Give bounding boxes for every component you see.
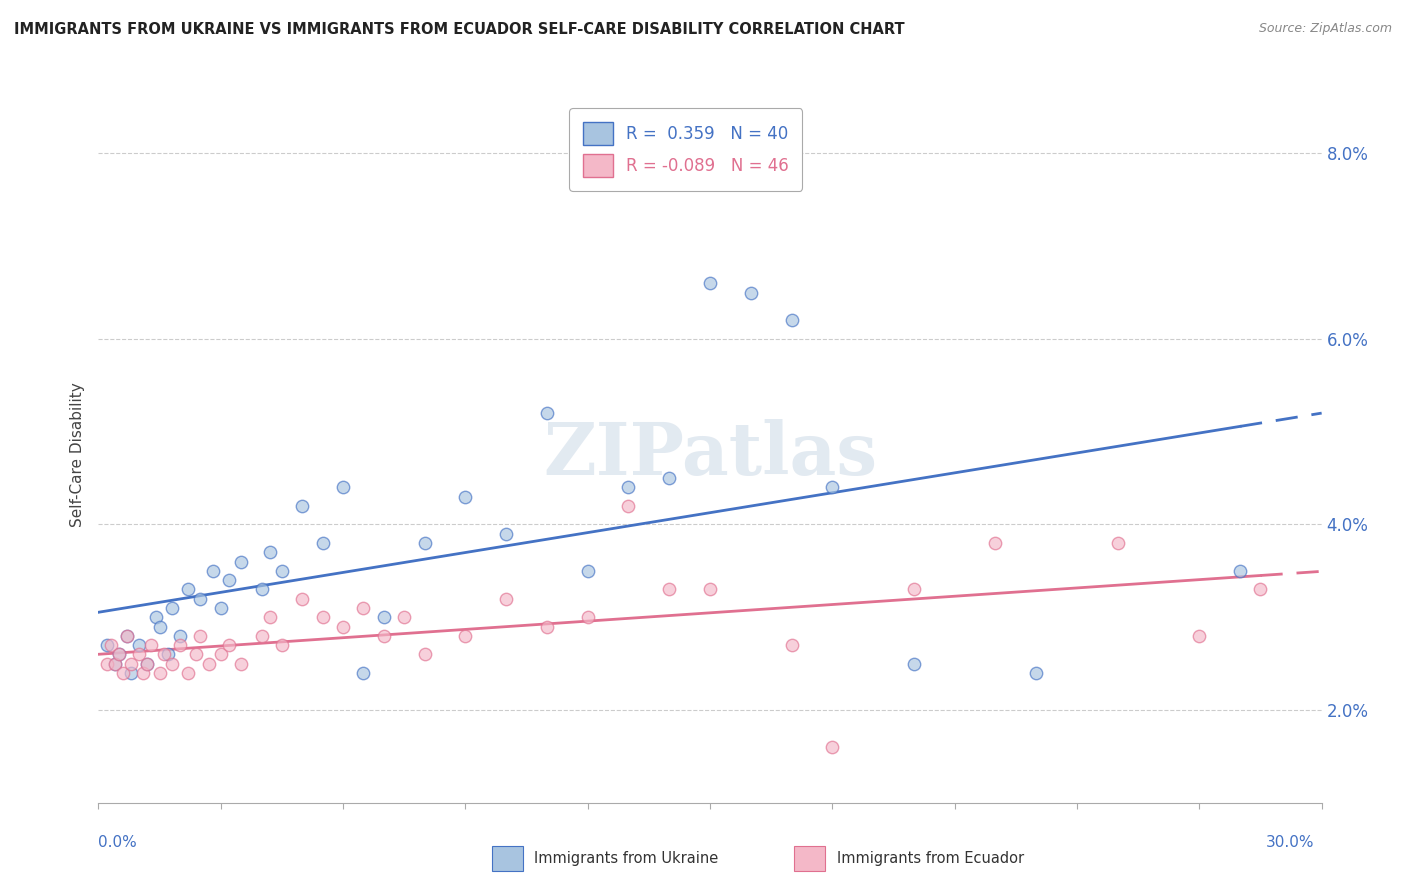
Text: Source: ZipAtlas.com: Source: ZipAtlas.com	[1258, 22, 1392, 36]
Point	[291, 591, 314, 606]
Point	[454, 490, 477, 504]
Point	[104, 657, 127, 671]
Point	[536, 619, 558, 633]
Point	[136, 657, 159, 671]
Point	[270, 638, 294, 652]
Point	[218, 573, 240, 587]
Point	[576, 610, 599, 624]
Point	[454, 629, 477, 643]
Point	[291, 499, 314, 513]
Point	[984, 536, 1007, 550]
Point	[218, 638, 240, 652]
Point	[115, 629, 138, 643]
Point	[259, 610, 281, 624]
Point	[96, 638, 118, 652]
Point	[169, 629, 191, 643]
Point	[231, 555, 253, 569]
Point	[152, 648, 174, 662]
Point	[352, 665, 374, 680]
Point	[332, 619, 354, 633]
Text: ZIPatlas: ZIPatlas	[543, 419, 877, 491]
Text: Immigrants from Ecuador: Immigrants from Ecuador	[837, 851, 1024, 865]
Point	[96, 657, 118, 671]
Point	[352, 601, 374, 615]
Point	[145, 610, 167, 624]
Point	[740, 285, 762, 300]
Legend: R =  0.359   N = 40, R = -0.089   N = 46: R = 0.359 N = 40, R = -0.089 N = 46	[569, 109, 801, 191]
Point	[699, 582, 721, 597]
Point	[177, 582, 200, 597]
Point	[413, 648, 436, 662]
Point	[373, 629, 395, 643]
Point	[177, 665, 200, 680]
Point	[141, 638, 163, 652]
Point	[186, 648, 208, 662]
Text: 30.0%: 30.0%	[1267, 836, 1315, 850]
Y-axis label: Self-Care Disability: Self-Care Disability	[69, 383, 84, 527]
Point	[780, 313, 803, 327]
Point	[332, 480, 354, 494]
Point	[197, 657, 219, 671]
Point	[209, 648, 232, 662]
Point	[231, 657, 253, 671]
Point	[149, 619, 172, 633]
Point	[111, 665, 134, 680]
Point	[903, 657, 925, 671]
Point	[108, 648, 131, 662]
Point	[188, 629, 212, 643]
Point	[100, 638, 122, 652]
Point	[188, 591, 212, 606]
Point	[120, 657, 142, 671]
Point	[259, 545, 281, 559]
Point	[209, 601, 232, 615]
Text: Immigrants from Ukraine: Immigrants from Ukraine	[534, 851, 718, 865]
Point	[115, 629, 138, 643]
Point	[617, 499, 640, 513]
Point	[160, 601, 183, 615]
Point	[270, 564, 294, 578]
Point	[128, 638, 150, 652]
Point	[780, 638, 803, 652]
Point	[699, 277, 721, 291]
Point	[250, 629, 273, 643]
Text: IMMIGRANTS FROM UKRAINE VS IMMIGRANTS FROM ECUADOR SELF-CARE DISABILITY CORRELAT: IMMIGRANTS FROM UKRAINE VS IMMIGRANTS FR…	[14, 22, 904, 37]
Point	[1188, 629, 1211, 643]
Point	[128, 648, 150, 662]
Point	[903, 582, 925, 597]
Point	[658, 582, 681, 597]
Point	[576, 564, 599, 578]
Point	[250, 582, 273, 597]
Point	[160, 657, 183, 671]
Point	[149, 665, 172, 680]
Point	[201, 564, 224, 578]
Point	[413, 536, 436, 550]
Point	[1107, 536, 1129, 550]
Point	[132, 665, 155, 680]
Point	[536, 406, 558, 420]
Point	[392, 610, 416, 624]
Point	[169, 638, 191, 652]
Point	[495, 526, 517, 541]
Point	[120, 665, 142, 680]
Point	[373, 610, 395, 624]
Point	[617, 480, 640, 494]
Point	[108, 648, 131, 662]
Point	[136, 657, 159, 671]
Point	[312, 610, 335, 624]
Point	[1249, 582, 1271, 597]
Point	[821, 740, 844, 755]
Point	[658, 471, 681, 485]
Point	[104, 657, 127, 671]
Point	[1229, 564, 1251, 578]
Point	[312, 536, 335, 550]
Text: 0.0%: 0.0%	[98, 836, 138, 850]
Point	[1025, 665, 1047, 680]
Point	[821, 480, 844, 494]
Point	[156, 648, 179, 662]
Point	[495, 591, 517, 606]
